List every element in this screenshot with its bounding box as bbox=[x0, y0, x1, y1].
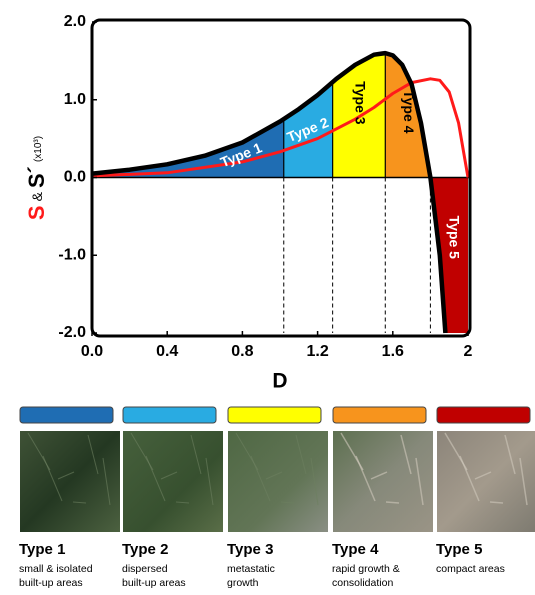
type-description: metastatic bbox=[227, 563, 275, 575]
type-description: consolidation bbox=[332, 577, 393, 589]
type-color-bar bbox=[437, 407, 530, 423]
y-tick-label: -2.0 bbox=[58, 324, 86, 341]
type-description: compact areas bbox=[436, 563, 505, 575]
y-label-part: (x10³) bbox=[33, 136, 44, 162]
satellite-image bbox=[20, 431, 120, 532]
satellite-image bbox=[228, 431, 328, 532]
x-tick-label: 1.6 bbox=[382, 343, 404, 360]
x-tick-label: 1.2 bbox=[306, 343, 328, 360]
x-tick-label: 0.8 bbox=[231, 343, 253, 360]
type-color-bar bbox=[123, 407, 216, 423]
type-description: small & isolated bbox=[19, 563, 93, 575]
type-panel: Type 1 small & isolated built-up areas Type… bbox=[19, 407, 535, 589]
region-label: Type 5 bbox=[446, 216, 462, 260]
x-tick-label: 0.4 bbox=[156, 343, 178, 360]
type-name: Type 4 bbox=[332, 541, 379, 558]
x-tick-label: 0.0 bbox=[81, 343, 103, 360]
type-color-bar bbox=[20, 407, 113, 423]
y-tick-label: 0.0 bbox=[64, 169, 86, 186]
y-tick-label: 2.0 bbox=[64, 13, 86, 30]
x-axis-label: D bbox=[272, 370, 287, 393]
type-name: Type 2 bbox=[122, 541, 168, 558]
type-name: Type 1 bbox=[19, 541, 65, 558]
y-label-part: S´ bbox=[24, 166, 49, 188]
image-texture bbox=[490, 502, 503, 503]
type-name: Type 3 bbox=[227, 541, 273, 558]
type-color-bar bbox=[228, 407, 321, 423]
satellite-image bbox=[123, 431, 223, 532]
y-label-part: S bbox=[24, 205, 49, 220]
y-label-part: & bbox=[29, 191, 45, 201]
type-name: Type 5 bbox=[436, 541, 482, 558]
type-description: built-up areas bbox=[19, 577, 83, 589]
x-tick-label: 2 bbox=[464, 343, 473, 360]
type-description: growth bbox=[227, 577, 259, 589]
type-description: built-up areas bbox=[122, 577, 186, 589]
region-label: Type 3 bbox=[352, 81, 368, 125]
type-description: dispersed bbox=[122, 563, 168, 575]
chart: Type 1 small & isolated built-up areas Type… bbox=[0, 0, 535, 595]
y-axis-label: S & S´ (x10³) bbox=[24, 136, 49, 220]
image-texture bbox=[386, 502, 399, 503]
region-label: Type 4 bbox=[401, 90, 417, 134]
satellite-image bbox=[437, 431, 535, 532]
y-tick-label: 1.0 bbox=[64, 91, 86, 108]
y-tick-label: -1.0 bbox=[58, 246, 86, 263]
page: {"chart_data": { "type": "line", "xlabel… bbox=[0, 0, 535, 595]
type-description: rapid growth & bbox=[332, 563, 400, 575]
type-color-bar bbox=[333, 407, 426, 423]
